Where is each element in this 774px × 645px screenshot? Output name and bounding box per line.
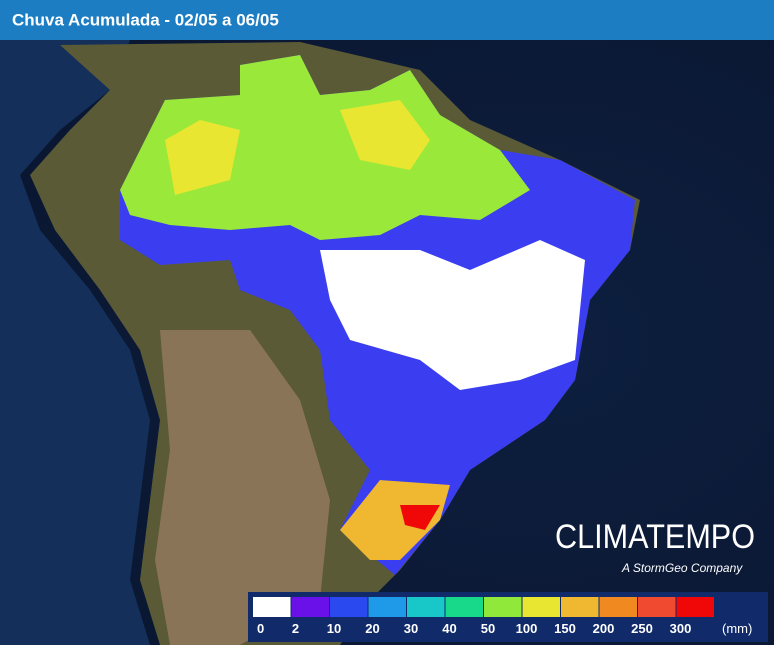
legend-swatch xyxy=(407,597,445,617)
legend-label: 10 xyxy=(327,621,341,636)
legend-label: 200 xyxy=(593,621,615,636)
legend-unit: (mm) xyxy=(722,621,752,636)
header-bar xyxy=(0,0,774,40)
legend-label: 40 xyxy=(442,621,456,636)
pacific xyxy=(0,40,150,645)
legend-label: 100 xyxy=(516,621,538,636)
legend-swatch xyxy=(522,597,560,617)
legend-swatch xyxy=(484,597,522,617)
rain-field xyxy=(120,55,635,575)
legend: 0 2 10 20 30 40 50 100 150 200 250 300 (mm) xyxy=(248,592,768,642)
legend-swatch xyxy=(638,597,676,617)
legend-label: 20 xyxy=(365,621,379,636)
legend-label: 50 xyxy=(481,621,495,636)
legend-label: 150 xyxy=(554,621,576,636)
legend-swatch xyxy=(330,597,368,617)
legend-label: 300 xyxy=(670,621,692,636)
legend-swatch xyxy=(368,597,406,617)
legend-label: 2 xyxy=(292,621,299,636)
rain-white xyxy=(320,240,585,390)
legend-swatch xyxy=(676,597,714,617)
legend-label: 0 xyxy=(257,621,264,636)
brand-name: CLIMATEMPO xyxy=(555,518,755,556)
andes xyxy=(155,330,330,645)
legend-label: 30 xyxy=(404,621,418,636)
rain-orange xyxy=(340,480,450,560)
legend-swatch xyxy=(253,597,291,617)
rain-green xyxy=(120,55,530,240)
legend-swatch xyxy=(561,597,599,617)
legend-swatch xyxy=(599,597,637,617)
brand-tagline: A StormGeo Company xyxy=(621,561,743,575)
rain-red xyxy=(400,505,440,530)
legend-swatch xyxy=(291,597,329,617)
rain-yellow xyxy=(165,100,430,195)
legend-swatch xyxy=(445,597,483,617)
title: Chuva Acumulada - 02/05 a 06/05 xyxy=(12,10,279,29)
legend-label: 250 xyxy=(631,621,653,636)
